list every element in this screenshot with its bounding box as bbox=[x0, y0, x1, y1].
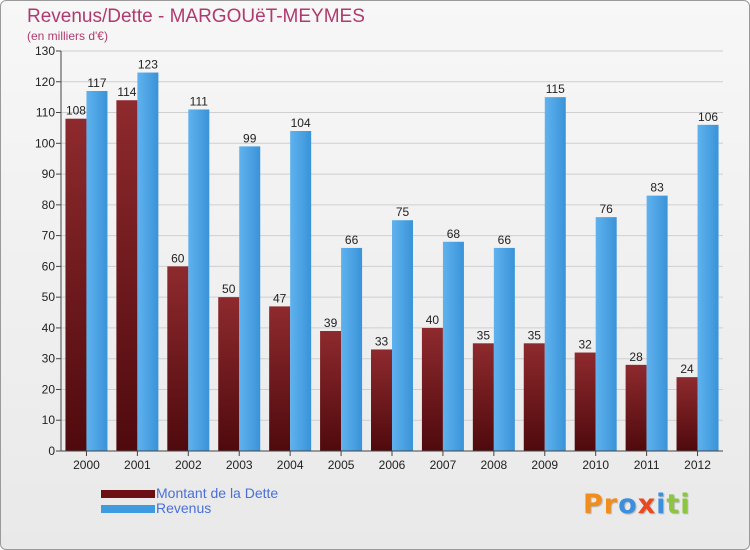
chart-title: Revenus/Dette - MARGOUëT-MEYMES bbox=[27, 6, 365, 27]
bar-dette bbox=[472, 343, 494, 451]
bar-revenus bbox=[493, 247, 515, 451]
y-tick-label: 100 bbox=[35, 136, 55, 150]
x-tick-label: 2003 bbox=[226, 458, 253, 472]
x-tick-label: 2002 bbox=[175, 458, 202, 472]
bar-dette bbox=[218, 297, 240, 451]
data-label-revenus: 66 bbox=[498, 233, 512, 247]
data-label-dette: 35 bbox=[528, 328, 542, 342]
logo-letter: o bbox=[618, 489, 638, 520]
bar-revenus bbox=[137, 72, 159, 452]
data-label-revenus: 115 bbox=[546, 82, 565, 96]
data-label-revenus: 104 bbox=[291, 116, 311, 130]
bar-revenus bbox=[188, 109, 210, 451]
data-label-dette: 39 bbox=[324, 316, 338, 330]
bar-revenus bbox=[442, 241, 464, 451]
bar-dette bbox=[523, 343, 545, 451]
legend-label-revenus: Revenus bbox=[156, 500, 212, 516]
bar-dette bbox=[269, 306, 291, 451]
y-tick-label: 80 bbox=[42, 198, 56, 212]
x-tick-label: 2011 bbox=[634, 458, 660, 472]
data-label-dette: 50 bbox=[222, 282, 236, 296]
logo-letter: i bbox=[656, 489, 667, 520]
x-tick-label: 2006 bbox=[379, 458, 406, 472]
chart-subtitle: (en milliers d'€) bbox=[27, 29, 108, 43]
bar-revenus bbox=[595, 217, 617, 451]
bar-revenus bbox=[239, 146, 261, 451]
y-tick-label: 20 bbox=[42, 382, 56, 396]
data-label-dette: 108 bbox=[66, 104, 86, 118]
x-tick-label: 2005 bbox=[328, 458, 355, 472]
data-label-revenus: 123 bbox=[138, 58, 158, 72]
x-tick-label: 2000 bbox=[73, 458, 100, 472]
data-label-dette: 40 bbox=[426, 313, 440, 327]
data-label-revenus: 117 bbox=[87, 76, 106, 90]
data-label-revenus: 83 bbox=[650, 181, 664, 195]
y-tick-label: 40 bbox=[42, 321, 56, 335]
data-label-revenus: 99 bbox=[243, 131, 257, 145]
data-label-dette: 32 bbox=[579, 338, 593, 352]
data-label-revenus: 106 bbox=[698, 110, 718, 124]
data-label-dette: 60 bbox=[171, 251, 185, 265]
y-tick-label: 120 bbox=[35, 75, 55, 89]
x-tick-label: 2001 bbox=[124, 458, 151, 472]
x-tick-label: 2010 bbox=[582, 458, 609, 472]
data-label-revenus: 76 bbox=[600, 202, 614, 216]
bar-dette bbox=[625, 364, 647, 451]
x-tick-label: 2007 bbox=[430, 458, 457, 472]
bar-dette bbox=[65, 118, 87, 451]
bar-dette bbox=[116, 100, 138, 451]
legend-label-dette: Montant de la Dette bbox=[156, 485, 279, 501]
bar-dette bbox=[371, 349, 392, 451]
logo-letter: P bbox=[583, 489, 604, 520]
bar-revenus bbox=[341, 247, 363, 451]
bar-dette bbox=[574, 352, 596, 451]
x-tick-label: 2009 bbox=[531, 458, 558, 472]
x-tick-label: 2012 bbox=[684, 458, 711, 472]
x-tick-label: 2008 bbox=[480, 458, 507, 472]
bar-dette bbox=[421, 327, 443, 451]
logo-letter: i bbox=[680, 489, 691, 520]
bars bbox=[65, 72, 719, 452]
legend-swatch-dette bbox=[101, 490, 155, 498]
data-label-dette: 47 bbox=[273, 291, 287, 305]
logo-letter: r bbox=[603, 489, 619, 520]
y-tick-label: 60 bbox=[42, 259, 56, 273]
bar-revenus bbox=[646, 195, 668, 451]
bar-revenus bbox=[392, 220, 413, 451]
data-label-dette: 24 bbox=[680, 362, 694, 376]
y-tick-label: 10 bbox=[42, 413, 56, 427]
data-label-dette: 114 bbox=[117, 85, 136, 99]
x-tick-label: 2004 bbox=[277, 458, 304, 472]
y-tick-label: 130 bbox=[35, 44, 55, 58]
y-tick-label: 0 bbox=[48, 444, 55, 458]
x-axis-ticks: 2000 2001 2002 2003 2004 2005 2006 2007 2008 2009… bbox=[73, 451, 711, 472]
bar-dette bbox=[167, 266, 189, 451]
y-tick-label: 90 bbox=[42, 167, 56, 181]
bar-revenus bbox=[544, 97, 566, 452]
logo-letter: x bbox=[637, 489, 657, 520]
legend-swatch-revenus bbox=[101, 505, 155, 513]
bar-revenus bbox=[86, 91, 108, 451]
bar-dette bbox=[320, 331, 342, 451]
data-label-dette: 35 bbox=[477, 328, 491, 342]
data-label-dette: 33 bbox=[375, 334, 389, 348]
bar-dette bbox=[676, 377, 698, 451]
data-label-revenus: 75 bbox=[396, 205, 410, 219]
logo-letter: t bbox=[666, 489, 681, 520]
y-tick-label: 110 bbox=[36, 106, 55, 120]
proxiti-logo: Proxiti bbox=[583, 489, 691, 520]
y-axis-ticks: 0 10 20 30 40 50 60 70 80 90 100 110 120 130 bbox=[35, 44, 61, 458]
y-tick-label: 50 bbox=[42, 290, 56, 304]
data-label-revenus: 66 bbox=[345, 233, 359, 247]
y-tick-label: 70 bbox=[42, 229, 56, 243]
data-label-dette: 28 bbox=[629, 350, 643, 364]
data-label-revenus: 68 bbox=[447, 227, 461, 241]
y-tick-label: 30 bbox=[42, 352, 56, 366]
bar-revenus bbox=[697, 124, 719, 451]
bar-revenus bbox=[290, 131, 312, 451]
data-label-revenus: 111 bbox=[190, 94, 209, 108]
